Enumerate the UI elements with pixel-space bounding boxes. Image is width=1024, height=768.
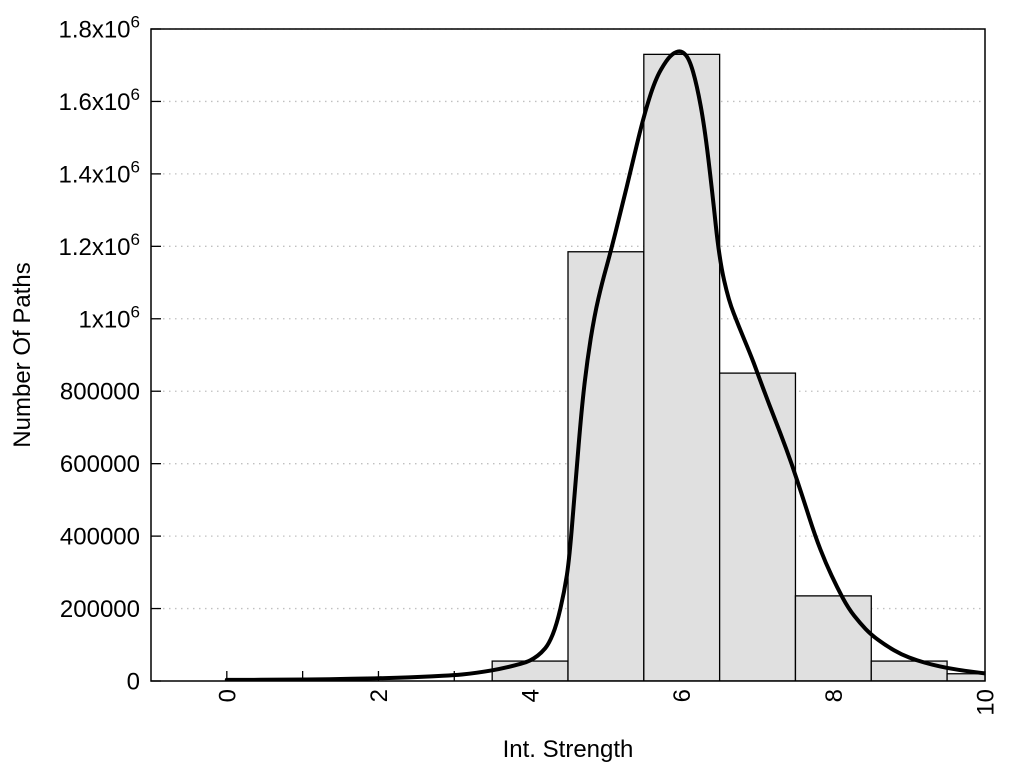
y-tick-label-600000: 600000 xyxy=(60,451,140,478)
fit-curve xyxy=(224,49,985,681)
y-tick-label-1400000: 1.4x106 xyxy=(58,157,140,188)
x-tick-label-8: 8 xyxy=(821,689,848,702)
x-tick-label-0: 0 xyxy=(214,689,241,702)
histogram-bar-7 xyxy=(718,372,797,681)
x-tick-label-6: 6 xyxy=(669,689,696,702)
plot-border xyxy=(150,28,986,682)
x-tick-label-2: 2 xyxy=(366,689,393,702)
y-tick-label-1000000: 1x106 xyxy=(78,302,140,333)
x-tick-label-10: 10 xyxy=(973,689,1000,716)
y-tick-label-1200000: 1.2x106 xyxy=(58,230,140,261)
x-axis-title: Int. Strength xyxy=(503,736,634,763)
y-axis-title: Number Of Paths xyxy=(9,262,36,447)
histogram-bar-5 xyxy=(567,251,645,681)
x-tick-label-4: 4 xyxy=(518,689,545,702)
y-tick-label-200000: 200000 xyxy=(60,596,140,623)
histogram-bar-8 xyxy=(794,595,872,681)
y-tick-label-1800000: 1.8x106 xyxy=(58,13,140,44)
histogram-bar-4 xyxy=(491,660,569,681)
x-tick-labels: 0 2 4 6 8 10 xyxy=(214,689,999,716)
y-tick-label-800000: 800000 xyxy=(60,379,140,406)
fit-curve-path xyxy=(224,49,985,681)
y-tick-labels: 0 200000 400000 600000 800000 1x106 1.2x106 1.4… xyxy=(58,13,140,696)
y-tick-label-400000: 400000 xyxy=(60,524,140,551)
y-tick-label-0: 0 xyxy=(127,669,140,696)
y-tick-label-1600000: 1.6x106 xyxy=(58,85,140,116)
